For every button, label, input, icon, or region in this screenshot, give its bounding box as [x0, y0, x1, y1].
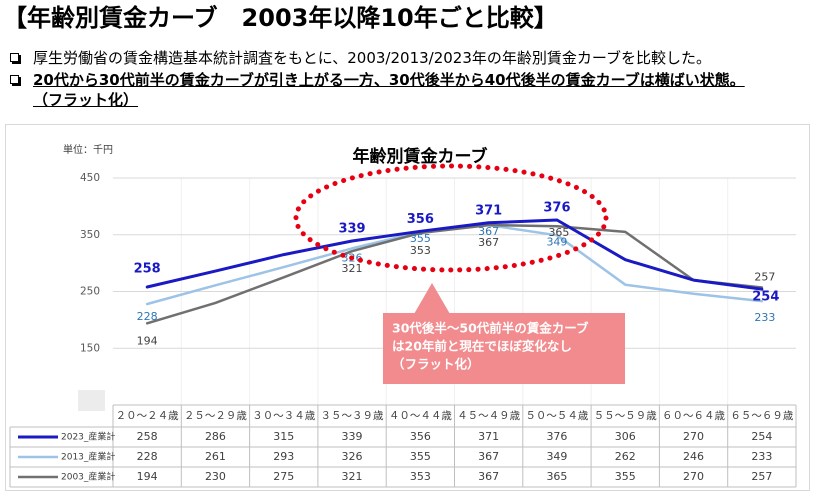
y-tick-label: 350 — [80, 229, 100, 241]
data-label: 228 — [137, 310, 158, 323]
table-cell: 257 — [751, 470, 772, 483]
data-label: 367 — [478, 225, 499, 238]
category-label: ３５～３９歳 — [321, 410, 384, 422]
series-line — [145, 218, 764, 291]
data-label: 233 — [754, 311, 775, 324]
callout-text: 30代後半～50代前半の賃金カーブ — [392, 321, 589, 336]
legend-series-name: 2023_産業計 — [61, 431, 115, 443]
data-label: 254 — [752, 290, 779, 305]
table-cell: 371 — [478, 430, 499, 443]
highlight-ellipse — [293, 163, 609, 273]
table-cell: 228 — [137, 450, 158, 463]
category-label: ３０～３４歳 — [252, 410, 315, 422]
y-tick-label: 250 — [80, 286, 100, 298]
table-cell: 355 — [410, 450, 431, 463]
callout-text: は20年前と現在でほぼ変化なし — [392, 339, 572, 354]
data-label: 353 — [410, 244, 431, 257]
data-label: 367 — [478, 236, 499, 249]
series-line — [145, 223, 764, 325]
data-label: 257 — [754, 271, 775, 284]
table-cell: 275 — [273, 470, 294, 483]
table-cell: 326 — [342, 450, 363, 463]
grid-layer: 450 350 250 150 — [80, 172, 796, 405]
data-label: 355 — [410, 232, 431, 245]
series-layer — [145, 218, 764, 325]
callout-pointer — [414, 283, 450, 314]
chart-title: 年齢別賃金カーブ — [353, 146, 488, 167]
data-label: 356 — [407, 212, 434, 227]
data-label: 349 — [546, 235, 567, 248]
table-cell: 355 — [615, 470, 636, 483]
chart-panel — [5, 124, 810, 491]
table-cell: 367 — [478, 470, 499, 483]
category-label: ２５～２９歳 — [184, 410, 247, 422]
legend-series-name: 2003_産業計 — [61, 471, 115, 483]
data-label: 258 — [134, 261, 161, 276]
table-cell: 286 — [205, 430, 226, 443]
callout-box — [383, 313, 625, 384]
table-cell: 233 — [751, 450, 772, 463]
table-cell: 270 — [683, 430, 704, 443]
table-cell: 365 — [546, 470, 567, 483]
table-cell: 315 — [273, 430, 294, 443]
data-label: 194 — [137, 334, 158, 347]
table-cell: 321 — [342, 470, 363, 483]
square-bullet-icon — [10, 75, 19, 84]
bullet-text-continuation: （フラット化） — [33, 91, 139, 109]
slide-title: 【年齢別賃金カーブ 2003年以降10年ごと比較】 — [3, 4, 558, 32]
table-cell: 254 — [751, 430, 772, 443]
table-cell: 258 — [137, 430, 158, 443]
data-label: 365 — [548, 226, 569, 239]
category-label: ６０～６４歳 — [662, 410, 725, 422]
category-label: ５５～５９歳 — [594, 410, 657, 422]
y-tick-label: 150 — [80, 342, 100, 354]
category-label: ５０～５４歳 — [525, 410, 588, 422]
data-table: ２０～２４歳 ２５～２９歳 ３０～３４歳 ３５～３９歳 ４０～４４歳 ４５～４９歳 ５０～５… — [9, 404, 797, 488]
table-cell: 230 — [205, 470, 226, 483]
table-cell: 293 — [273, 450, 294, 463]
square-bullet-icon — [10, 53, 19, 62]
table-cell: 306 — [615, 430, 636, 443]
data-label: 371 — [475, 203, 502, 218]
table-cell: 262 — [615, 450, 636, 463]
bullet-text: 厚生労働省の賃金構造基本統計調査をもとに、2003/2013/2023年の年齢別… — [33, 49, 711, 67]
category-label: ２０～２４歳 — [116, 410, 179, 422]
category-label: ６５～６９歳 — [730, 410, 793, 422]
table-cell: 353 — [410, 470, 431, 483]
table-cell: 376 — [546, 430, 567, 443]
data-label: 376 — [543, 200, 570, 215]
unit-label: 単位：千円 — [63, 143, 113, 156]
bullet-text: 20代から30代前半の賃金カーブが引き上がる一方、30代後半から40代後半の賃金… — [33, 71, 745, 89]
table-cell: 270 — [683, 470, 704, 483]
category-label: ４５～４９歳 — [457, 410, 520, 422]
table-cell: 356 — [410, 430, 431, 443]
axis-mask — [78, 390, 105, 411]
y-tick-label: 450 — [80, 172, 100, 184]
table-cell: 261 — [205, 450, 226, 463]
table-cell: 339 — [342, 430, 363, 443]
table-cell: 349 — [546, 450, 567, 463]
category-label: ４０～４４歳 — [389, 410, 452, 422]
annotation-callout: 30代後半～50代前半の賃金カーブ は20年前と現在でほぼ変化なし （フラット化… — [383, 283, 625, 384]
table-cell: 246 — [683, 450, 704, 463]
table-cell: 194 — [137, 470, 158, 483]
legend-series-name: 2013_産業計 — [61, 451, 115, 463]
data-label: 339 — [338, 221, 365, 236]
table-cell: 367 — [478, 450, 499, 463]
callout-text: （フラット化） — [392, 357, 480, 372]
data-label: 321 — [342, 262, 363, 275]
